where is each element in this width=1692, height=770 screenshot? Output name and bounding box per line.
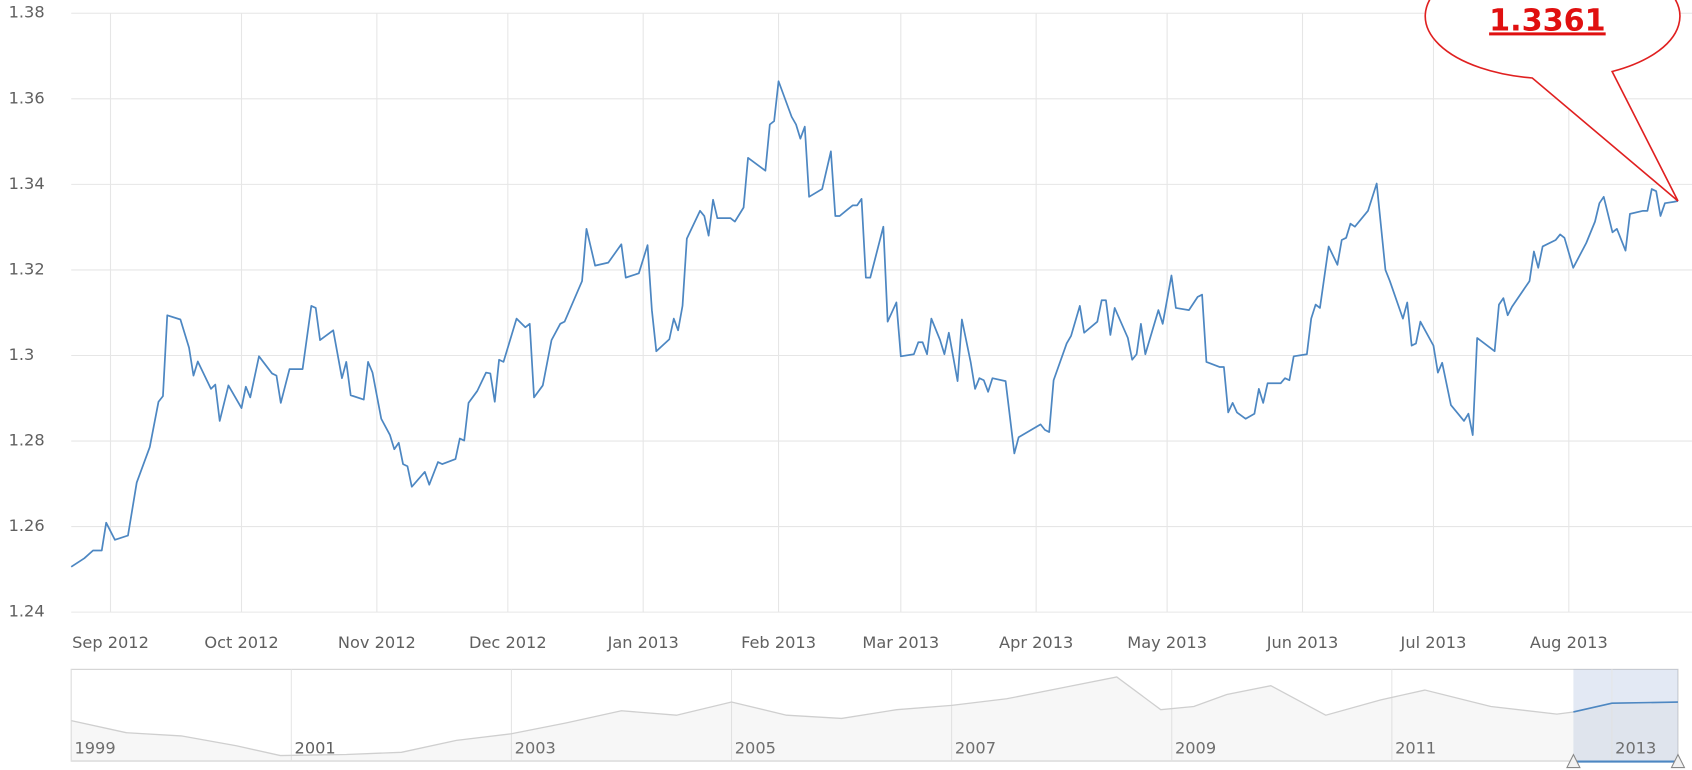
navigator-tick-label: 2003 [515, 739, 556, 758]
navigator-tick-label: 2013 [1615, 739, 1656, 758]
x-tick-label: Aug 2013 [1530, 633, 1608, 652]
navigator-tick-label: 2009 [1175, 739, 1216, 758]
navigator-tick-label: 2001 [295, 739, 336, 758]
y-tick-label: 1.3 [9, 345, 35, 364]
x-tick-label: Feb 2013 [741, 633, 816, 652]
annotation-text: 1.3361 [1489, 3, 1606, 38]
navigator-selected-line [1573, 701, 1678, 713]
x-tick-label: Mar 2013 [862, 633, 939, 652]
navigator-line [71, 676, 1678, 757]
x-tick-label: Oct 2012 [204, 633, 278, 652]
y-tick-label: 1.26 [9, 516, 45, 535]
price-line [70, 80, 1679, 568]
y-tick-label: 1.28 [9, 431, 45, 450]
navigator-handle [1566, 753, 1581, 769]
x-tick-label: Jun 2013 [1266, 633, 1339, 652]
navigator-handle [1670, 753, 1686, 769]
x-tick-label: Sep 2012 [72, 633, 149, 652]
navigator-selection [1573, 669, 1678, 762]
y-tick-label: 1.34 [9, 174, 45, 193]
x-tick-label: Dec 2012 [469, 633, 547, 652]
navigator-tick-label: 2005 [735, 739, 776, 758]
x-tick-label: Jul 2013 [1400, 633, 1467, 652]
callout [1424, 0, 1681, 202]
x-tick-label: Nov 2012 [338, 633, 416, 652]
navigator-tick-label: 2011 [1395, 739, 1436, 758]
y-tick-label: 1.32 [9, 259, 45, 278]
x-tick-label: May 2013 [1127, 633, 1207, 652]
navigator-tick-label: 1999 [74, 739, 115, 758]
navigator-tick-label: 2007 [955, 739, 996, 758]
y-tick-label: 1.38 [9, 3, 45, 22]
navigator-area [71, 676, 1678, 762]
y-tick-label: 1.36 [9, 88, 45, 107]
x-tick-label: Jan 2013 [607, 633, 679, 652]
x-tick-label: Apr 2013 [999, 633, 1073, 652]
y-tick-label: 1.24 [9, 602, 45, 621]
